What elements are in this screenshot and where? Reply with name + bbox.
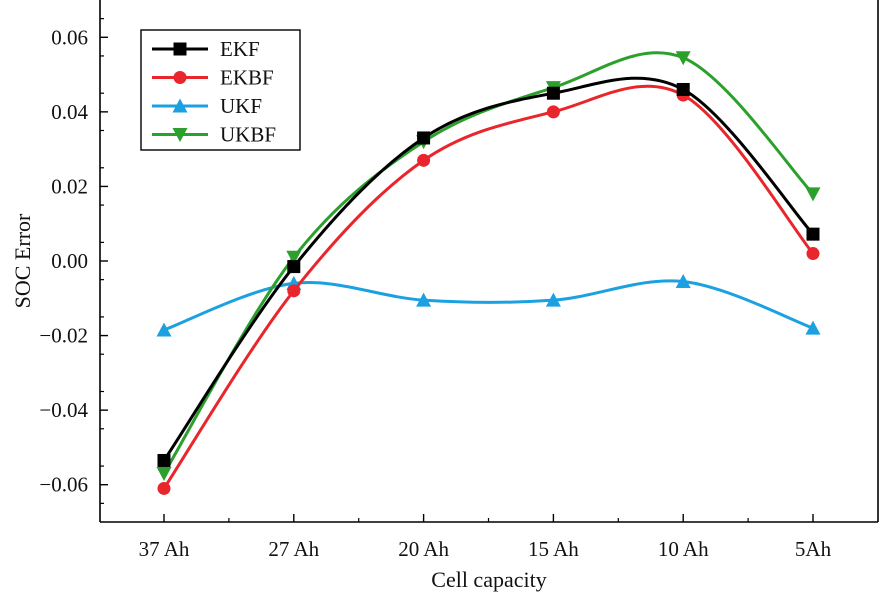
x-axis: 37 Ah 27 Ah 20 Ah 15 Ah 10 Ah 5Ah — [139, 514, 832, 561]
legend: EKF EKBF UKF UKBF — [140, 29, 301, 151]
x-tick-label: 27 Ah — [268, 537, 319, 561]
data-point-ukbf — [286, 250, 302, 265]
legend-marker — [173, 71, 187, 84]
series-line-ekbf — [162, 84, 815, 490]
legend-item-ukf: UKF — [152, 94, 262, 118]
x-tick-label: 15 Ah — [528, 537, 579, 561]
series-line-ukbf — [162, 51, 815, 475]
data-point-ekf — [546, 86, 560, 100]
data-point-ekf — [287, 260, 301, 274]
series-line-ekf — [162, 76, 815, 462]
legend-item-ekbf: EKBF — [152, 66, 274, 90]
legend-item-ukbf: UKBF — [152, 123, 276, 147]
data-point-ukf — [675, 274, 691, 289]
data-point-ukbf — [156, 467, 172, 482]
data-point-ekbf — [806, 247, 820, 261]
series-ekf — [157, 76, 820, 467]
data-point-ukf — [805, 320, 821, 335]
data-point-ukf — [545, 292, 561, 307]
y-tick-label: 0.06 — [51, 25, 88, 49]
y-tick-label: 0.04 — [51, 100, 88, 124]
y-tick-label: −0.06 — [39, 473, 88, 497]
data-point-ekf — [417, 131, 431, 145]
x-axis-title: Cell capacity — [431, 567, 546, 592]
y-tick-label: 0.02 — [51, 174, 88, 198]
data-point-ukf — [416, 292, 432, 307]
y-tick-label: −0.02 — [39, 324, 88, 348]
legend-label: EKF — [220, 37, 260, 61]
y-tick-label: 0.00 — [51, 249, 88, 273]
data-point-ekf — [676, 82, 690, 96]
x-tick-label: 5Ah — [795, 537, 832, 561]
data-point-ukf — [156, 322, 172, 337]
x-tick-label: 10 Ah — [658, 537, 709, 561]
data-point-ukbf — [675, 51, 691, 66]
data-point-ukbf — [805, 187, 821, 202]
data-point-ekf — [806, 227, 820, 241]
series-ukf — [156, 274, 821, 337]
data-point-ekbf — [417, 153, 431, 167]
series-layer — [156, 51, 821, 495]
x-tick-label: 37 Ah — [139, 537, 190, 561]
y-axis: −0.06 −0.04 −0.02 0.00 0.02 0.04 0.06 — [39, 18, 108, 504]
legend-marker — [173, 42, 187, 56]
legend-item-ekf: EKF — [152, 37, 260, 61]
x-tick-label: 20 Ah — [398, 537, 449, 561]
data-point-ekf — [157, 453, 171, 467]
data-point-ekbf — [546, 105, 560, 119]
legend-label: EKBF — [220, 66, 274, 90]
y-tick-label: −0.04 — [39, 398, 88, 422]
legend-marker — [172, 98, 188, 113]
y-axis-title: SOC Error — [10, 213, 35, 308]
legend-marker — [172, 128, 188, 142]
legend-label: UKF — [220, 94, 262, 118]
data-point-ekbf — [287, 284, 301, 298]
data-point-ekbf — [157, 481, 171, 495]
legend-label: UKBF — [220, 123, 276, 147]
